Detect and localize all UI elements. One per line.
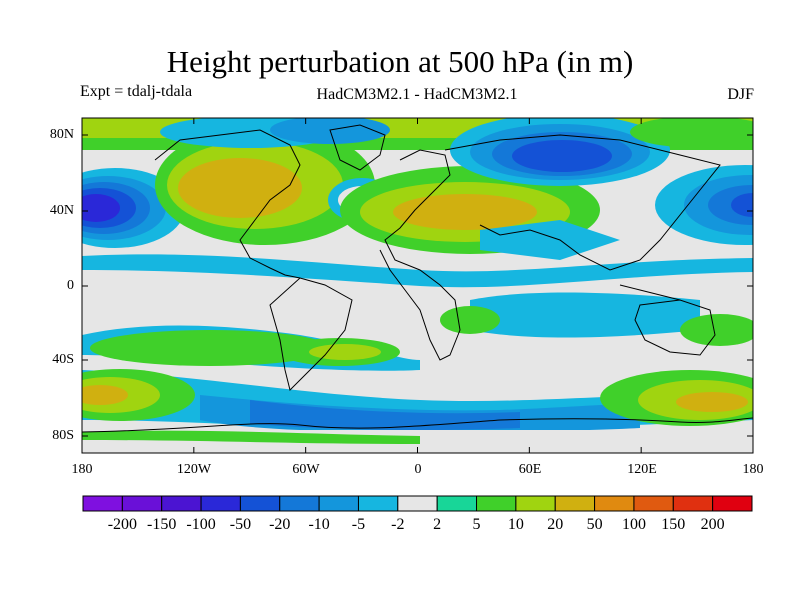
season-label: DJF [727, 86, 754, 103]
colorbar-label: -150 [147, 516, 176, 533]
colorbar-label: 2 [433, 516, 441, 533]
colorbar-label: 5 [473, 516, 481, 533]
lon-tick-label: 120E [627, 462, 657, 477]
coastline [634, 299, 716, 356]
contour-region [82, 254, 753, 288]
contour-region [676, 392, 748, 412]
experiment-label: Expt = tdalj-tdala [80, 83, 193, 100]
colorbar-swatch [161, 495, 202, 512]
contour-region [82, 194, 120, 222]
contour-region [250, 400, 520, 431]
colorbar-swatch [594, 495, 635, 512]
lon-tick-label: 60W [292, 462, 320, 477]
contour-region [178, 158, 302, 218]
lon-tick-label: 60E [518, 462, 542, 477]
colorbar-label: 20 [547, 516, 563, 533]
map-title: Height perturbation at 500 hPa (in m) [166, 44, 634, 79]
coastline [82, 417, 753, 433]
contour-region [630, 118, 753, 148]
lat-tick-label: 80N [49, 127, 74, 142]
lat-tick-label: 40N [49, 203, 74, 218]
colorbar-swatch [397, 495, 438, 512]
colorbar-label: 50 [587, 516, 603, 533]
coastline [444, 134, 721, 271]
colorbar-label: 150 [661, 516, 685, 533]
lat-tick-label: 80S [52, 428, 74, 443]
colorbar-swatch [121, 495, 163, 512]
colorbar-label: -20 [269, 516, 290, 533]
colorbar-label: -100 [186, 516, 215, 533]
colorbar-label: 200 [701, 516, 725, 533]
colorbar-swatch [200, 495, 241, 512]
coastline [619, 284, 681, 301]
lon-tick-label: 0 [414, 462, 422, 477]
model-label: HadCM3M2.1 - HadCM3M2.1 [316, 86, 518, 103]
lon-tick-label: 120W [176, 462, 212, 477]
contour-region [440, 306, 500, 334]
contour-region [393, 194, 537, 230]
lat-tick-label: 0 [67, 278, 74, 293]
contour-region [680, 314, 753, 346]
contour-region [480, 220, 620, 260]
coastline [379, 149, 461, 361]
contour-field [82, 118, 753, 453]
colorbar-label: -2 [391, 516, 404, 533]
colorbar: -200 -150 -100 -50 -20 -10 -5 -2 2 5 10 20 50 100 150 2… [82, 495, 753, 533]
colorbar-swatch [515, 495, 556, 512]
colorbar-swatch [318, 495, 359, 512]
colorbar-label: -50 [230, 516, 251, 533]
contour-region [82, 430, 420, 444]
contour-region [309, 344, 381, 360]
colorbar-swatch [279, 495, 320, 512]
colorbar-swatch [436, 495, 478, 512]
colorbar-label: 100 [622, 516, 646, 533]
coastline [154, 129, 301, 279]
colorbar-swatch [476, 495, 517, 512]
colorbar-swatch [672, 495, 714, 512]
coastline [269, 277, 353, 391]
coastline [329, 124, 386, 171]
coastlines [82, 124, 753, 433]
colorbar-label: 10 [508, 516, 524, 533]
axis-ticks [81, 118, 754, 453]
colorbar-swatch [357, 495, 399, 512]
colorbar-swatch [239, 495, 281, 512]
contour-region [512, 140, 612, 172]
colorbar-swatch [554, 495, 596, 512]
lon-tick-label: 180 [742, 462, 764, 477]
colorbar-swatch [712, 495, 753, 512]
contour-region [470, 292, 700, 338]
lat-tick-label: 40S [52, 352, 74, 367]
colorbar-swatch [633, 495, 674, 512]
colorbar-swatch [82, 495, 123, 512]
contour-region [90, 330, 330, 366]
colorbar-label: -200 [108, 516, 137, 533]
lon-tick-label: 180 [71, 462, 93, 477]
colorbar-label: -10 [308, 516, 329, 533]
contour-region [82, 385, 128, 405]
colorbar-label: -5 [352, 516, 365, 533]
